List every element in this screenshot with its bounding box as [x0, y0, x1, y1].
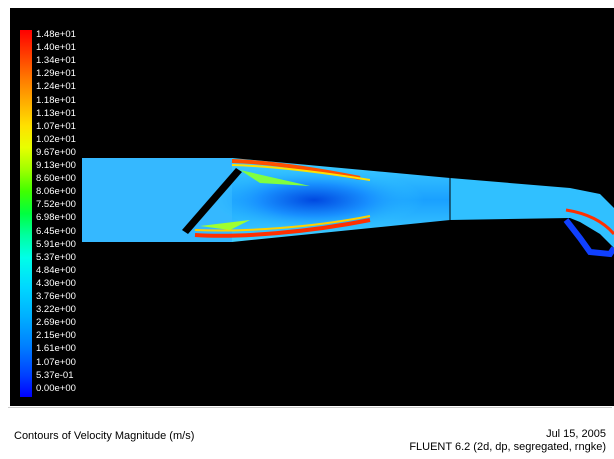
colorbar-tick-label: 5.91e+00	[36, 238, 76, 250]
colorbar-tick-label: 2.15e+00	[36, 330, 76, 342]
solver-info: FLUENT 6.2 (2d, dp, segregated, rngke)	[409, 441, 606, 453]
colorbar-tick-label: 1.34e+01	[36, 55, 76, 67]
colorbar-tick-label: 3.22e+00	[36, 304, 76, 316]
colorbar-tick-label: 6.45e+00	[36, 225, 76, 237]
velocity-contour-plot	[82, 158, 614, 258]
colorbar-tick-label: 7.52e+00	[36, 199, 76, 211]
colorbar-tick-label: 1.18e+01	[36, 94, 76, 106]
plot-date: Jul 15, 2005	[546, 428, 606, 440]
colorbar-tick-label: 1.40e+01	[36, 42, 76, 54]
colorbar-tick-label: 1.07e+00	[36, 356, 76, 368]
colorbar-labels: 1.48e+01 1.40e+01 1.34e+01 1.29e+01 1.24e+01…	[36, 30, 116, 400]
colorbar-tick-label: 0.00e+00	[36, 382, 76, 394]
colorbar-tick-label: 9.67e+00	[36, 146, 76, 158]
colorbar-tick-label: 1.29e+01	[36, 68, 76, 80]
colorbar-tick-label: 5.37e+00	[36, 251, 76, 263]
info-bar: Contours of Velocity Magnitude (m/s) Jul…	[8, 407, 612, 458]
colorbar-tick-label: 5.37e-01	[36, 369, 74, 381]
outlet-duct	[450, 178, 614, 248]
outlet-low-zone	[563, 218, 614, 258]
colorbar-tick-label: 1.48e+01	[36, 29, 76, 40]
vane-lower-accent	[200, 220, 250, 230]
colorbar-tick-label: 3.76e+00	[36, 291, 76, 302]
outlet-hotspot	[565, 208, 614, 235]
plot-title: Contours of Velocity Magnitude (m/s)	[14, 430, 195, 442]
vane-upper-accent	[240, 170, 310, 186]
colorbar-tick-label: 2.69e+00	[36, 317, 76, 329]
colorbar-tick-label: 6.98e+00	[36, 212, 76, 224]
inclined-vane	[182, 168, 242, 234]
colorbar-tick-label: 4.30e+00	[36, 277, 76, 289]
colorbar-tick-label: 8.06e+00	[36, 186, 76, 198]
wake-region	[215, 168, 435, 232]
colorbar-tick-label: 8.60e+00	[36, 173, 76, 185]
bottom-shear-layer-edge	[194, 215, 371, 232]
contour-viewport[interactable]: 1.48e+01 1.40e+01 1.34e+01 1.29e+01 1.24e+01…	[10, 8, 614, 406]
top-shear-layer	[231, 159, 361, 180]
velocity-colorbar	[20, 30, 32, 397]
colorbar-tick-label: 1.02e+01	[36, 133, 76, 145]
colorbar-tick-label: 1.24e+01	[36, 81, 76, 93]
colorbar-tick-label: 9.13e+00	[36, 160, 76, 171]
bottom-shear-layer	[194, 218, 371, 238]
colorbar-tick-label: 1.07e+01	[36, 120, 76, 132]
colorbar-tick-label: 4.84e+00	[36, 264, 76, 276]
inlet-channel	[82, 158, 232, 242]
colorbar-tick-label: 1.61e+00	[36, 343, 76, 355]
top-shear-layer-edge	[231, 164, 371, 181]
colorbar-tick-label: 1.13e+01	[36, 107, 76, 119]
